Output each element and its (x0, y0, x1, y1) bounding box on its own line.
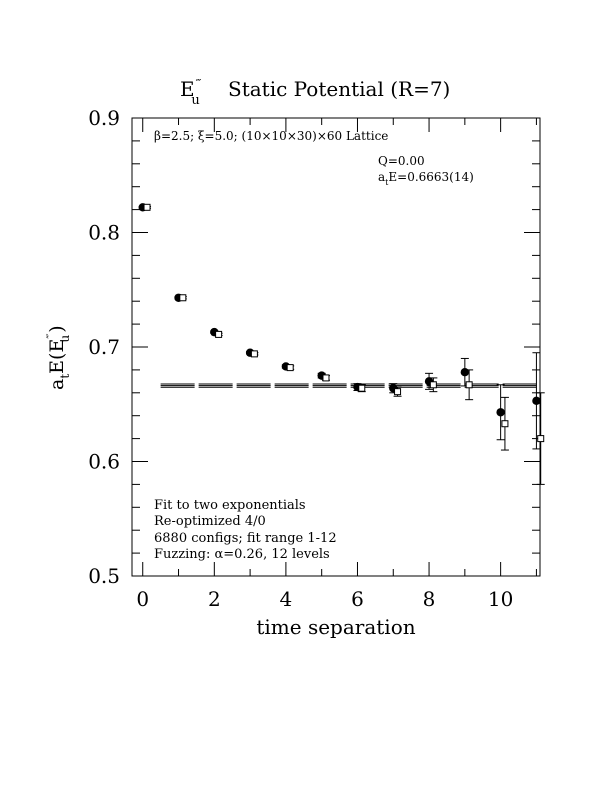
y-tick-label: 0.7 (88, 335, 120, 359)
series-filled-circles (138, 203, 541, 450)
data-point-square (322, 374, 330, 382)
data-point-circle (496, 408, 505, 417)
fit-notes: Fit to two exponentials Re-optimized 4/0… (154, 498, 337, 562)
y-axis-ticks (132, 117, 540, 577)
x-tick-label: 10 (488, 587, 513, 611)
fit-note: Re-optimized 4/0 (154, 514, 266, 529)
y-label-body: E(E (46, 339, 68, 374)
title-rest: Static Potential (R=7) (228, 77, 450, 101)
title-e: E (180, 77, 195, 101)
fit-note: 6880 configs; fit range 1-12 (154, 531, 337, 546)
y-label-superscript: ‴ (46, 333, 57, 338)
energy-label-a: a (378, 170, 385, 184)
data-point-square (429, 381, 437, 389)
lattice-info: β=2.5; ξ=5.0; (10×10×30)×60 Lattice (154, 129, 388, 143)
x-tick-label: 2 (208, 587, 221, 611)
title-superscript: ‴ (196, 77, 202, 90)
y-label-suffix: ) (46, 325, 68, 332)
title-main: E‴ u (180, 77, 202, 108)
x-tick-label: 4 (280, 587, 293, 611)
x-tick-label: 0 (136, 587, 149, 611)
data-point-square (250, 350, 258, 358)
y-tick-label: 0.8 (88, 221, 120, 245)
x-tick-labels: 0 2 4 6 8 10 (136, 587, 513, 611)
y-label-subscript: u (58, 334, 72, 342)
series-open-squares (143, 203, 545, 485)
data-point-square (215, 330, 223, 338)
x-tick-label: 6 (351, 587, 364, 611)
y-tick-label: 0.5 (88, 564, 120, 588)
energy-label-value: E=0.6663(14) (388, 170, 473, 184)
y-tick-label: 0.9 (88, 106, 120, 130)
energy-label-subscript: t (385, 178, 389, 187)
data-point-square (537, 435, 545, 443)
data-point-square (179, 294, 187, 302)
y-label-a-subscript: t (58, 374, 72, 379)
fit-note: Fit to two exponentials (154, 498, 306, 513)
data-point-square (143, 203, 151, 211)
y-tick-label: 0.6 (88, 450, 120, 474)
title-subscript: u (191, 93, 199, 108)
data-point-square (286, 364, 294, 372)
q-label: Q=0.00 (378, 154, 425, 168)
x-tick-label: 8 (423, 587, 436, 611)
x-axis-ticks (142, 118, 537, 576)
data-point-circle (460, 367, 470, 377)
data-point-square (465, 381, 473, 389)
data-point-circle (532, 396, 541, 406)
data-point-square (394, 388, 402, 396)
y-label-a: a (46, 379, 68, 390)
svg-text:atE(E‴u): atE(E‴u) (46, 325, 72, 390)
data-point-square (501, 420, 509, 428)
title: E‴ u Static Potential (R=7) (180, 77, 450, 108)
x-axis-label: time separation (256, 615, 415, 639)
fit-band (160, 383, 540, 388)
data-point-square (358, 384, 366, 392)
energy-label: atE=0.6663(14) (378, 170, 474, 187)
fit-note: Fuzzing: α=0.26, 12 levels (154, 547, 330, 562)
y-axis-label: atE(E‴u) (46, 325, 72, 390)
y-tick-labels: 0.5 0.6 0.7 0.8 0.9 (88, 106, 120, 588)
